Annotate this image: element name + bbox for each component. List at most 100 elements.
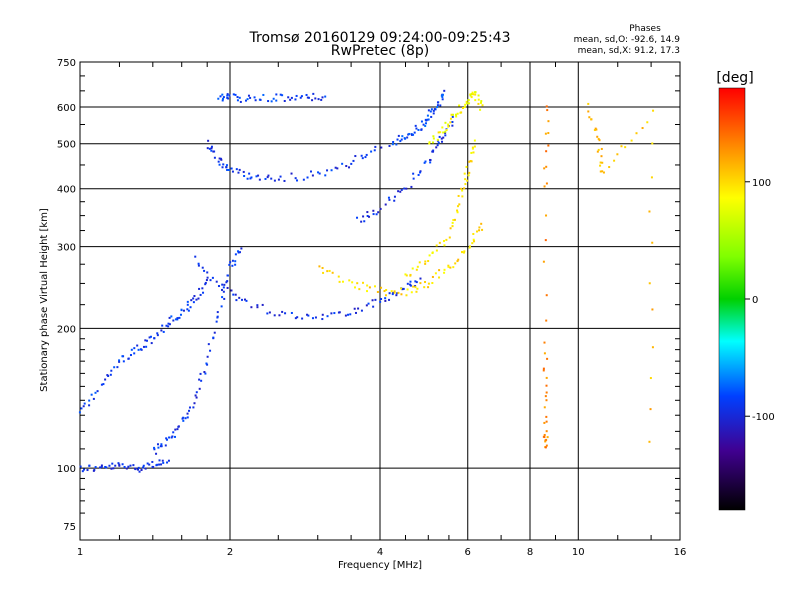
data-point bbox=[247, 94, 250, 97]
data-point bbox=[415, 127, 418, 130]
data-point bbox=[330, 312, 333, 315]
data-point bbox=[157, 446, 160, 449]
data-point bbox=[295, 94, 298, 97]
data-point bbox=[414, 124, 417, 127]
data-point bbox=[438, 269, 441, 272]
data-point bbox=[173, 435, 176, 438]
data-point bbox=[360, 154, 363, 157]
data-point bbox=[228, 263, 231, 266]
data-point bbox=[465, 100, 468, 103]
data-point bbox=[545, 391, 548, 394]
data-point bbox=[652, 109, 655, 112]
data-point bbox=[424, 122, 427, 125]
colorbar-ticks: 100 0 -100 bbox=[745, 178, 775, 423]
data-point bbox=[279, 175, 282, 178]
data-point bbox=[207, 343, 210, 346]
data-point bbox=[217, 285, 220, 288]
data-point bbox=[198, 378, 201, 381]
data-point bbox=[234, 260, 237, 263]
data-point bbox=[186, 300, 189, 303]
data-point bbox=[423, 161, 426, 164]
data-point bbox=[235, 168, 238, 171]
data-point bbox=[433, 108, 436, 111]
data-point bbox=[138, 470, 141, 473]
data-point bbox=[322, 271, 325, 274]
data-point bbox=[383, 290, 386, 293]
data-point bbox=[182, 309, 185, 312]
data-point bbox=[237, 251, 240, 254]
data-point bbox=[194, 394, 197, 397]
data-point bbox=[113, 366, 116, 369]
data-point bbox=[543, 341, 546, 344]
data-point bbox=[109, 373, 112, 376]
data-point bbox=[217, 160, 220, 163]
data-point bbox=[167, 322, 170, 325]
data-point bbox=[545, 150, 548, 153]
chart-subtitle: RwPretec (8p) bbox=[331, 43, 429, 59]
data-point bbox=[405, 187, 408, 190]
data-point bbox=[478, 229, 481, 232]
data-point bbox=[364, 156, 367, 159]
y-tick-label: 75 bbox=[63, 522, 76, 533]
data-point bbox=[127, 357, 130, 360]
data-point bbox=[472, 232, 475, 235]
data-point bbox=[468, 160, 471, 163]
data-point bbox=[415, 290, 418, 293]
data-point bbox=[366, 290, 369, 293]
data-point bbox=[599, 161, 602, 164]
data-point bbox=[197, 262, 200, 265]
data-point bbox=[299, 96, 302, 99]
data-point bbox=[415, 281, 418, 284]
data-point bbox=[212, 150, 215, 153]
data-point bbox=[152, 465, 155, 468]
data-point bbox=[455, 115, 458, 118]
data-point bbox=[206, 271, 209, 274]
data-point bbox=[420, 120, 423, 123]
data-point bbox=[100, 464, 103, 467]
data-point bbox=[470, 92, 473, 95]
data-point bbox=[543, 421, 546, 424]
stats-line-x: mean, sd,X: 91.2, 17.3 bbox=[578, 46, 680, 56]
data-point bbox=[543, 185, 546, 188]
data-point bbox=[456, 211, 459, 214]
data-point bbox=[300, 95, 303, 98]
data-point bbox=[118, 463, 121, 466]
data-point bbox=[337, 275, 340, 278]
colorbar-tick-label: 100 bbox=[752, 178, 771, 189]
data-point bbox=[424, 160, 427, 163]
data-point bbox=[451, 221, 454, 224]
data-point bbox=[228, 94, 231, 97]
data-point bbox=[463, 172, 466, 175]
data-point bbox=[362, 281, 365, 284]
data-point bbox=[599, 164, 602, 167]
data-point bbox=[170, 315, 173, 318]
data-point bbox=[104, 465, 107, 468]
data-point bbox=[543, 406, 546, 409]
data-point bbox=[105, 466, 108, 469]
data-point bbox=[220, 158, 223, 161]
data-point bbox=[79, 465, 82, 468]
y-tick-label: 300 bbox=[57, 243, 76, 254]
data-point bbox=[444, 131, 447, 134]
data-point bbox=[396, 138, 399, 141]
data-point bbox=[384, 294, 387, 297]
data-point bbox=[221, 283, 224, 286]
data-point bbox=[438, 241, 441, 244]
data-point bbox=[294, 177, 297, 180]
data-point bbox=[635, 132, 638, 135]
data-point bbox=[431, 275, 434, 278]
data-point bbox=[226, 96, 229, 99]
data-point bbox=[225, 166, 228, 169]
data-point bbox=[545, 376, 548, 379]
data-point bbox=[545, 105, 548, 108]
data-point bbox=[646, 121, 649, 124]
data-point bbox=[136, 344, 139, 347]
data-point bbox=[118, 359, 121, 362]
data-point bbox=[82, 405, 85, 408]
data-point bbox=[405, 274, 408, 277]
data-point bbox=[427, 118, 430, 121]
data-point bbox=[192, 297, 195, 300]
data-point bbox=[438, 276, 441, 279]
data-point bbox=[155, 452, 158, 455]
data-point bbox=[651, 142, 654, 145]
